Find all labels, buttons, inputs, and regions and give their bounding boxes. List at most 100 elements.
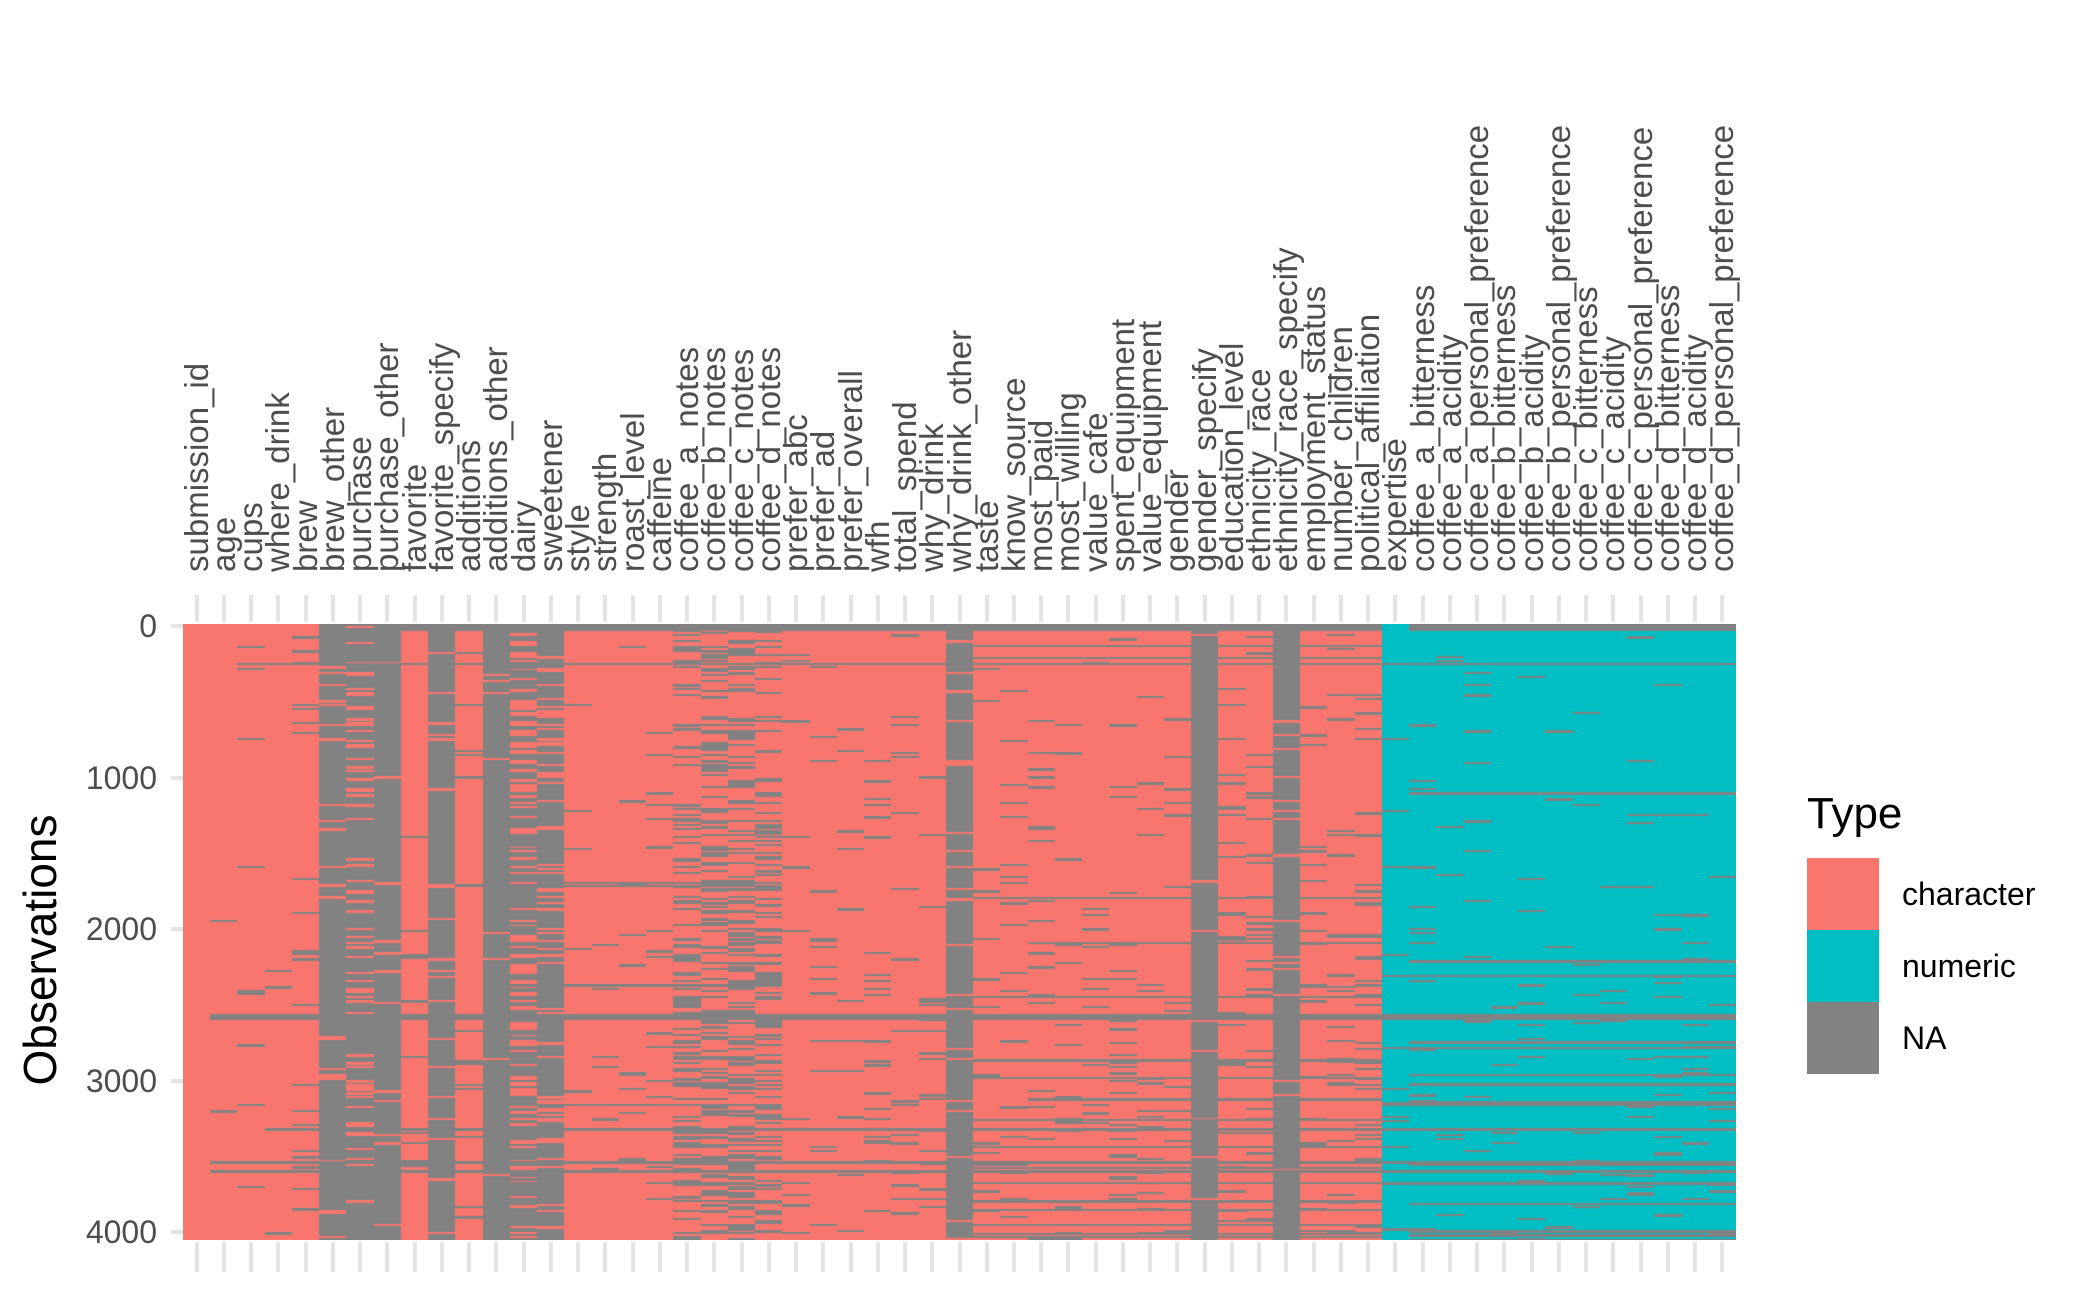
x-tick-mark xyxy=(194,595,199,622)
y-tick-label: 1000 xyxy=(85,759,157,796)
x-tick-mark xyxy=(1611,1242,1616,1272)
x-tick-mark xyxy=(385,1242,390,1272)
x-tick-mark xyxy=(903,1242,907,1272)
x-tick-mark xyxy=(1284,1242,1289,1272)
x-tick-mark xyxy=(1311,595,1316,622)
x-tick-mark xyxy=(1257,595,1262,622)
legend-swatch-na xyxy=(1807,1002,1879,1074)
x-tick-mark xyxy=(249,1242,254,1272)
x-tick-mark xyxy=(1011,1242,1016,1272)
x-tick-mark xyxy=(794,595,799,622)
x-tick-mark xyxy=(766,1242,771,1272)
x-tick-mark xyxy=(576,1242,581,1272)
legend: Type character numeric NA xyxy=(1807,790,2100,1074)
x-tick-mark xyxy=(1638,1242,1643,1272)
x-tick-mark xyxy=(1584,595,1589,622)
x-tick-mark xyxy=(548,595,553,622)
x-tick-mark xyxy=(1093,1242,1098,1272)
x-tick-mark xyxy=(1202,1242,1207,1272)
legend-label-na: NA xyxy=(1902,1019,1947,1056)
x-tick-mark xyxy=(1611,595,1616,622)
x-tick-mark xyxy=(1011,595,1016,622)
x-tick-mark xyxy=(848,1242,853,1272)
x-tick-mark xyxy=(412,595,417,622)
x-tick-mark xyxy=(766,595,771,622)
x-tick-mark xyxy=(1338,595,1343,622)
legend-swatch-numeric xyxy=(1807,930,1879,1002)
column-label: coffee_d_personal_preference xyxy=(1703,124,1741,572)
x-tick-mark xyxy=(875,595,880,622)
legend-item: NA xyxy=(1807,1002,2100,1074)
x-tick-mark xyxy=(875,1242,880,1272)
x-tick-mark xyxy=(821,1242,826,1272)
x-tick-mark xyxy=(221,1242,226,1272)
x-tick-mark xyxy=(1120,1242,1125,1272)
x-tick-mark xyxy=(984,1242,989,1272)
x-tick-mark xyxy=(249,595,254,622)
x-tick-mark xyxy=(957,1242,962,1272)
y-tick-label: 0 xyxy=(139,608,157,644)
x-tick-mark xyxy=(494,1242,499,1272)
x-tick-mark xyxy=(1066,1242,1071,1272)
x-tick-mark xyxy=(1175,595,1180,622)
x-tick-mark xyxy=(1420,1242,1425,1272)
x-tick-mark xyxy=(1229,595,1234,622)
x-tick-mark xyxy=(1175,1242,1180,1272)
x-tick-mark xyxy=(1556,1242,1561,1272)
x-tick-mark xyxy=(1502,1242,1507,1272)
x-tick-mark xyxy=(1366,595,1371,622)
x-tick-mark xyxy=(930,595,935,622)
x-tick-mark xyxy=(603,595,608,622)
x-tick-mark xyxy=(630,595,635,622)
x-tick-mark xyxy=(1638,595,1643,622)
y-axis-title: Observations xyxy=(14,814,66,1086)
x-tick-mark xyxy=(1420,595,1425,622)
legend-title: Type xyxy=(1807,789,1903,838)
x-tick-mark xyxy=(576,595,581,622)
x-tick-mark xyxy=(1148,595,1153,622)
x-tick-mark xyxy=(1529,1242,1534,1272)
x-tick-mark xyxy=(1257,1242,1262,1272)
x-tick-mark xyxy=(358,595,363,622)
x-tick-mark xyxy=(221,595,226,622)
x-tick-mark xyxy=(984,595,989,622)
x-tick-mark xyxy=(657,595,662,622)
y-tick-mark xyxy=(171,927,183,931)
x-tick-mark xyxy=(1393,595,1398,622)
x-tick-mark xyxy=(1039,1242,1044,1272)
x-tick-mark xyxy=(303,595,308,622)
x-tick-mark xyxy=(467,1242,472,1272)
legend-label-character: character xyxy=(1902,875,2036,912)
x-tick-mark xyxy=(385,595,390,622)
x-tick-mark xyxy=(1720,1242,1725,1272)
x-tick-mark xyxy=(712,595,717,622)
x-tick-mark xyxy=(1556,595,1561,622)
x-tick-mark xyxy=(957,595,962,622)
x-tick-mark xyxy=(657,1242,662,1272)
x-tick-mark xyxy=(548,1242,553,1272)
x-tick-mark xyxy=(794,1242,799,1272)
x-tick-mark xyxy=(1229,1242,1234,1272)
x-tick-mark xyxy=(1720,595,1725,622)
y-tick-label: 2000 xyxy=(85,911,157,947)
y-tick-mark xyxy=(171,1230,183,1234)
x-tick-mark xyxy=(1284,595,1289,622)
x-tick-mark xyxy=(521,1242,526,1272)
x-tick-mark xyxy=(1665,1242,1670,1272)
x-tick-mark xyxy=(848,595,853,622)
y-tick-label: 3000 xyxy=(85,1062,157,1099)
y-tick-label: 4000 xyxy=(85,1214,157,1250)
x-tick-mark xyxy=(630,1242,635,1272)
x-tick-mark xyxy=(1093,595,1098,622)
x-tick-mark xyxy=(1447,1242,1452,1272)
x-tick-mark xyxy=(439,595,444,622)
x-tick-mark xyxy=(1693,595,1698,622)
y-tick-mark xyxy=(171,624,183,628)
x-tick-mark xyxy=(903,595,907,622)
x-tick-mark xyxy=(712,1242,717,1272)
x-tick-mark xyxy=(330,1242,335,1272)
y-tick-mark xyxy=(171,1078,183,1083)
x-tick-mark xyxy=(467,595,472,622)
x-tick-mark xyxy=(276,1242,281,1272)
